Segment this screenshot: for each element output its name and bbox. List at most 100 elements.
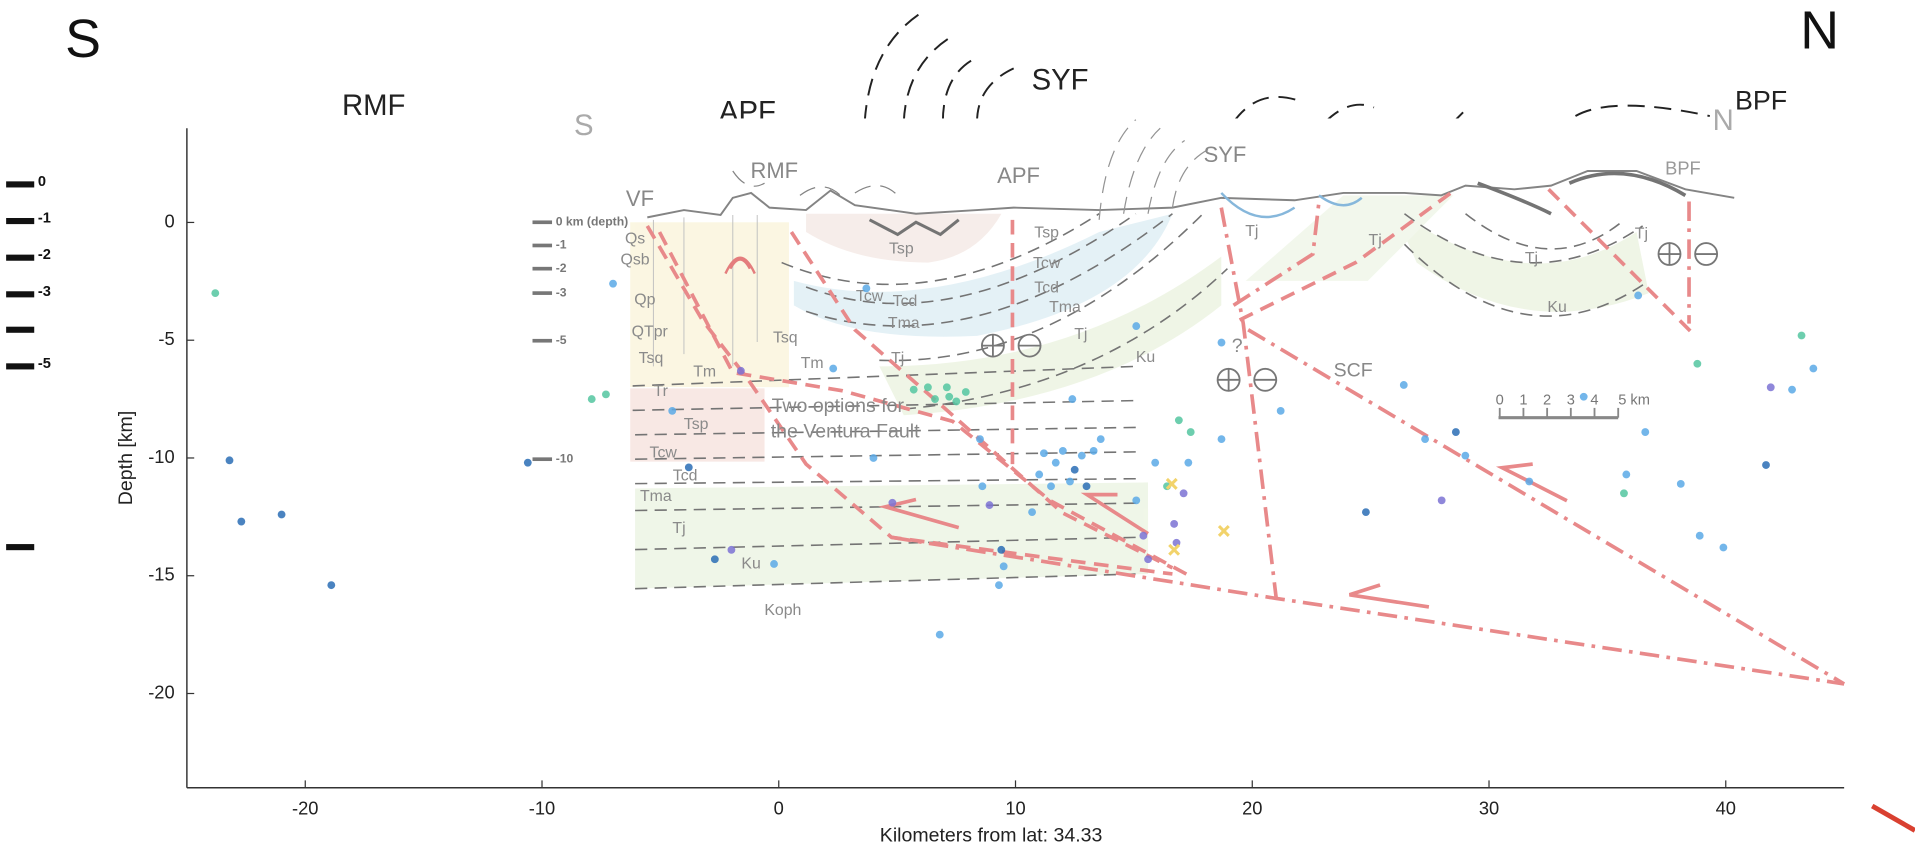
earthquake [1068,395,1077,403]
earthquake [976,435,984,444]
earthquake [668,406,677,415]
earthquake [1766,383,1775,392]
annotation: Qp [634,292,655,309]
earthquake [1276,406,1285,415]
earthquake [602,390,610,399]
left-scale-label: 0 [38,174,46,190]
annotation: VF [626,186,654,211]
earthquake [609,279,617,288]
earthquake [942,383,951,392]
earthquake [935,630,944,639]
depth-scale-label: -1 [556,238,567,252]
annotation: Tma [640,488,672,505]
annotation: Tj [1245,223,1258,240]
earthquake [931,395,939,403]
earthquake [327,581,336,590]
annotation: Tcw [856,288,884,305]
annotation: Tj [1369,232,1382,249]
earthquake [1461,451,1470,460]
scale-bar-label: 0 [1496,392,1504,408]
earthquake [945,392,954,401]
x-tick-label: -20 [292,798,318,819]
earthquake [1788,385,1796,394]
earthquake [1634,291,1643,300]
earthquake [1186,428,1195,436]
annotation: Tma [888,315,920,332]
earthquake [1170,520,1179,528]
earthquake [587,395,596,403]
annotation: APF [997,163,1040,188]
earthquake [1361,508,1370,517]
depth-scale-label: -2 [556,261,567,275]
annotation: Tsp [1034,224,1059,241]
earthquake [985,501,994,509]
annotation: Tsp [684,416,709,433]
earthquake [1641,428,1650,436]
earthquake [684,463,693,472]
depth-scale-bar [532,220,553,225]
x-axis-label: Kilometers from lat: 34.33 [880,825,1103,847]
scale-bar-label: 4 [1590,392,1598,408]
earthquake [770,560,778,568]
earthquake [1040,449,1048,458]
earthquake [1809,364,1818,373]
left-scale-bar [6,254,35,261]
earthquake [1421,435,1429,444]
depth-scale-label: -10 [556,451,574,465]
earthquake [1719,543,1728,552]
earthquake [999,562,1008,571]
y-tick-label: -10 [148,446,174,467]
earthquake [1089,447,1098,455]
y-tick-label: -20 [148,681,174,702]
y-tick-label: -5 [158,328,174,349]
earthquake [961,388,970,396]
x-tick-label: 0 [774,798,784,819]
annotation: Qs [625,231,645,248]
left-scale-bar [6,217,35,225]
earthquake [1179,489,1188,498]
earthquake [1217,338,1226,347]
earthquake [727,545,736,554]
annotation: RMF [342,89,405,122]
annotation: Ku [741,555,760,572]
x-tick-label: 10 [1005,798,1025,819]
earthquake [1217,435,1226,444]
earthquake [1066,477,1074,486]
earthquake [1070,465,1079,474]
earthquake [1762,461,1770,469]
earthquake [924,383,932,392]
annotation: QTpr [632,323,669,340]
earthquake [1620,489,1628,498]
earthquake [1622,470,1631,479]
earthquake [1451,428,1460,436]
scale-bar-label: 3 [1567,392,1575,408]
depth-scale-bar [532,338,553,343]
earthquake [1437,496,1446,505]
earthquake [862,284,871,293]
annotation: Tj [1074,326,1087,343]
left-scale-bar [6,544,35,551]
earthquake [710,555,719,564]
event-marker [1165,477,1178,490]
left-scale-label: -2 [38,247,51,263]
annotation: S [65,9,101,69]
earthquake [1579,392,1588,401]
earthquake [952,397,961,406]
earthquake [211,289,220,298]
annotation: Tj [1525,250,1538,267]
annotation: SYF [1032,64,1089,97]
earthquake [997,545,1006,554]
annotation: Tcw [650,444,678,461]
left-scale-bar [6,181,35,188]
left-scale-label: -1 [38,210,51,226]
left-scale-label: -5 [38,356,51,372]
annotation: Tcd [893,293,918,310]
annotation: Ku [1136,349,1155,366]
annotation: Koph [764,602,801,619]
earthquake [1058,447,1067,455]
earthquake [995,581,1003,590]
cross-section [630,119,1735,590]
event-marker [1217,525,1230,537]
earthquake [888,498,897,507]
